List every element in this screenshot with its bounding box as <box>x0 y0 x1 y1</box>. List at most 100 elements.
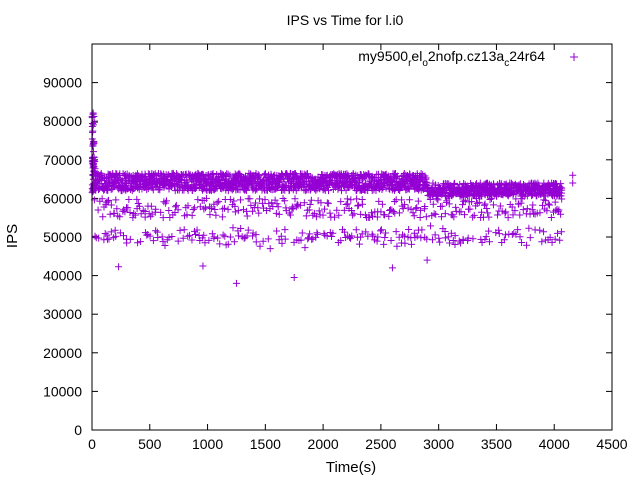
data-point <box>441 234 449 242</box>
data-point <box>296 201 304 209</box>
data-point <box>136 202 144 210</box>
data-point <box>485 238 493 246</box>
data-point <box>173 182 181 190</box>
data-point <box>379 183 387 191</box>
data-point <box>120 232 128 240</box>
data-point <box>412 205 420 213</box>
data-point <box>324 187 332 195</box>
data-point <box>89 121 97 129</box>
data-point <box>340 206 348 214</box>
data-point <box>297 236 305 244</box>
data-point <box>382 229 390 237</box>
data-point <box>495 230 503 238</box>
data-point <box>188 236 196 244</box>
data-point <box>558 195 566 203</box>
data-point <box>350 175 358 183</box>
data-point <box>116 213 124 221</box>
data-point <box>172 170 180 178</box>
data-point <box>141 213 149 221</box>
data-point <box>509 211 517 219</box>
data-point <box>391 197 399 205</box>
data-point <box>148 210 156 218</box>
data-point <box>154 234 162 242</box>
data-point <box>544 200 552 208</box>
data-point <box>438 202 446 210</box>
data-point <box>416 213 424 221</box>
data-point <box>323 232 331 240</box>
data-point <box>486 195 494 203</box>
data-point <box>252 238 260 246</box>
data-point <box>298 229 306 237</box>
data-point <box>441 210 449 218</box>
data-point <box>502 208 510 216</box>
data-point <box>255 172 263 180</box>
data-point <box>536 226 544 234</box>
data-point <box>355 240 363 248</box>
data-point <box>107 201 115 209</box>
data-point <box>342 201 350 208</box>
data-point <box>516 233 524 241</box>
data-point <box>557 228 565 236</box>
data-point <box>348 232 356 240</box>
data-point <box>460 197 468 205</box>
y-tick-label: 30000 <box>43 306 82 322</box>
data-point <box>201 239 209 247</box>
data-point <box>235 232 243 240</box>
chart-title: IPS vs Time for l.i0 <box>287 12 404 28</box>
data-point <box>121 208 129 216</box>
data-point <box>417 234 425 242</box>
data-point <box>365 170 373 178</box>
data-point <box>419 185 427 193</box>
data-point <box>255 209 263 217</box>
data-point <box>302 212 310 220</box>
data-point <box>528 206 536 214</box>
y-tick-label: 70000 <box>43 152 82 168</box>
data-point <box>309 235 317 243</box>
data-point <box>422 178 430 186</box>
data-point <box>380 240 388 248</box>
data-point <box>481 236 489 244</box>
x-tick-label: 4500 <box>596 436 627 452</box>
data-point <box>354 202 362 210</box>
data-point <box>546 233 554 241</box>
y-axis-label: IPS <box>4 224 21 248</box>
data-point <box>441 227 449 235</box>
data-point <box>234 207 242 215</box>
data-point <box>103 231 111 239</box>
data-point <box>434 196 442 204</box>
data-point <box>469 213 477 221</box>
data-point <box>275 210 283 218</box>
data-point <box>174 206 182 214</box>
data-point <box>496 202 504 210</box>
legend-marker <box>570 53 578 61</box>
data-point <box>393 242 401 250</box>
data-point <box>89 160 97 168</box>
data-point <box>458 201 466 209</box>
x-tick-label: 4000 <box>539 436 570 452</box>
data-point <box>149 171 157 179</box>
y-tick-label: 90000 <box>43 75 82 91</box>
data-point <box>427 222 435 230</box>
legend-plus-marker <box>570 53 578 61</box>
data-point <box>184 202 192 210</box>
data-point <box>226 195 234 203</box>
data-point <box>101 230 109 238</box>
data-point <box>511 207 519 215</box>
data-point <box>164 172 172 180</box>
data-point <box>451 232 459 240</box>
data-point <box>168 232 176 240</box>
data-point <box>243 186 251 194</box>
data-point <box>206 203 214 211</box>
data-point <box>429 236 437 244</box>
data-point <box>482 233 490 241</box>
data-point <box>376 227 384 235</box>
data-point <box>224 240 232 248</box>
data-point <box>213 199 221 207</box>
data-point <box>211 205 219 213</box>
data-point <box>281 226 289 234</box>
data-point <box>112 232 120 240</box>
data-point <box>529 201 537 209</box>
data-point <box>200 205 208 213</box>
data-point <box>516 180 524 188</box>
data-point <box>413 204 421 212</box>
